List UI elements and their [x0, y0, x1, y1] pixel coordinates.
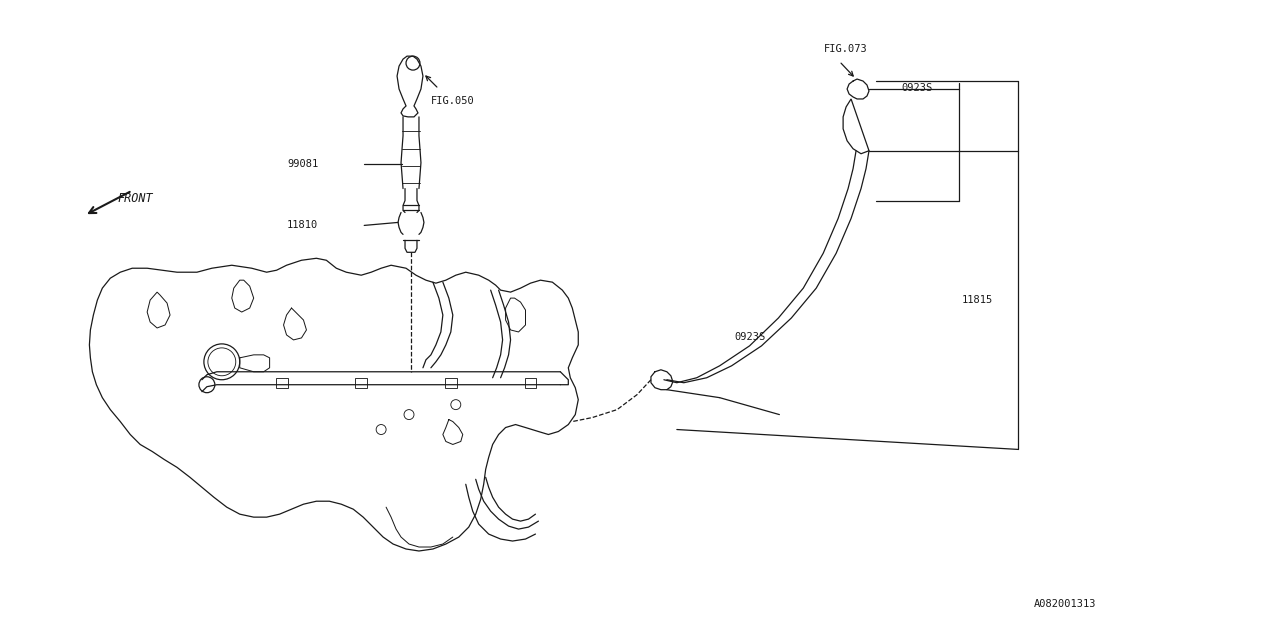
Text: A082001313: A082001313 — [1033, 599, 1096, 609]
Bar — [356, 378, 367, 388]
Text: 0923S: 0923S — [902, 83, 933, 93]
Text: 11815: 11815 — [961, 295, 993, 305]
Bar — [275, 378, 288, 388]
Text: 99081: 99081 — [287, 159, 319, 169]
Text: 11810: 11810 — [287, 220, 319, 230]
Text: FRONT: FRONT — [118, 192, 152, 205]
Text: FIG.050: FIG.050 — [431, 96, 475, 106]
Text: FIG.073: FIG.073 — [824, 44, 868, 54]
Text: 0923S: 0923S — [735, 332, 765, 342]
Bar — [525, 378, 536, 388]
Bar — [445, 378, 457, 388]
